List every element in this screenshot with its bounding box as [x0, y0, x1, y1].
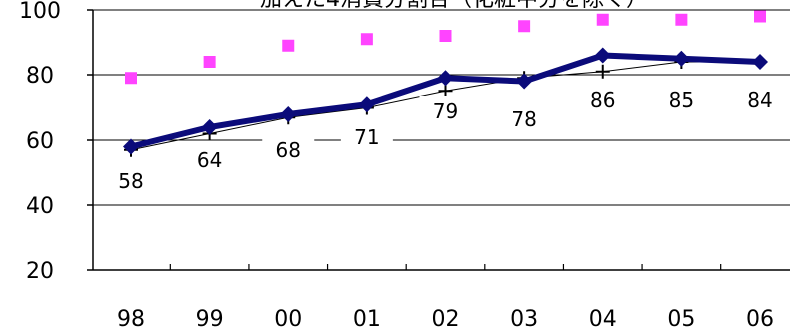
- x-tick-label-00: 00: [274, 307, 302, 332]
- cross-marker-04: [595, 64, 610, 79]
- diamond-marker-00: [280, 106, 297, 122]
- y-tick-label-80: 80: [26, 64, 54, 89]
- square-marker-04: [596, 13, 609, 26]
- data-label-bg-03: [498, 104, 551, 134]
- data-label-01: 71: [354, 125, 379, 149]
- x-tick-label-06: 06: [746, 307, 774, 332]
- x-tick-label-99: 99: [196, 307, 224, 332]
- data-label-03: 78: [511, 107, 536, 131]
- y-tick-label-100: 100: [19, 0, 61, 24]
- x-tick-label-04: 04: [589, 307, 617, 332]
- data-label-05: 85: [669, 88, 694, 112]
- square-marker-05: [675, 13, 688, 26]
- cross-marker-02: [438, 84, 453, 99]
- data-label-bg-02: [419, 96, 472, 126]
- y-tick-label-40: 40: [26, 194, 54, 219]
- data-label-bg-05: [655, 85, 708, 115]
- data-label-02: 79: [433, 99, 458, 123]
- data-label-00: 68: [276, 138, 301, 162]
- data-label-bg-98: [105, 166, 157, 196]
- data-label-bg-06: [734, 85, 786, 115]
- diamond-marker-03: [516, 73, 533, 90]
- diamond-marker-04: [594, 47, 611, 64]
- data-label-99: 64: [197, 148, 222, 172]
- data-label-98: 58: [118, 169, 143, 193]
- diamond-marker-02: [437, 70, 454, 87]
- data-label-06: 84: [747, 88, 772, 112]
- y-tick-label-60: 60: [26, 129, 54, 154]
- square-marker-01: [360, 33, 373, 46]
- data-label-bg-04: [576, 85, 629, 115]
- x-tick-label-05: 05: [667, 307, 695, 332]
- diamond-marker-98: [123, 138, 139, 155]
- diamond-marker-99: [201, 119, 218, 135]
- diamond-marker-05: [673, 50, 690, 67]
- data-label-bg-99: [183, 145, 236, 175]
- data-label-bg-01: [340, 122, 393, 152]
- x-tick-label-01: 01: [353, 307, 381, 332]
- square-marker-06: [754, 10, 766, 23]
- square-marker-02: [439, 30, 452, 42]
- x-tick-label-03: 03: [510, 307, 538, 332]
- x-tick-label-02: 02: [432, 307, 460, 332]
- data-label-04: 86: [590, 88, 615, 112]
- diamond-marker-01: [358, 96, 375, 113]
- diamond-marker-06: [752, 54, 768, 70]
- square-marker-00: [282, 39, 295, 52]
- square-marker-98: [125, 72, 137, 85]
- y-tick-label-20: 20: [26, 259, 54, 284]
- x-tick-label-98: 98: [117, 307, 145, 332]
- data-label-bg-00: [262, 135, 315, 165]
- chart-title: 加えた4消費分割合（化粧中分を除く）: [260, 0, 648, 12]
- square-marker-99: [203, 56, 216, 68]
- square-marker-03: [518, 20, 531, 33]
